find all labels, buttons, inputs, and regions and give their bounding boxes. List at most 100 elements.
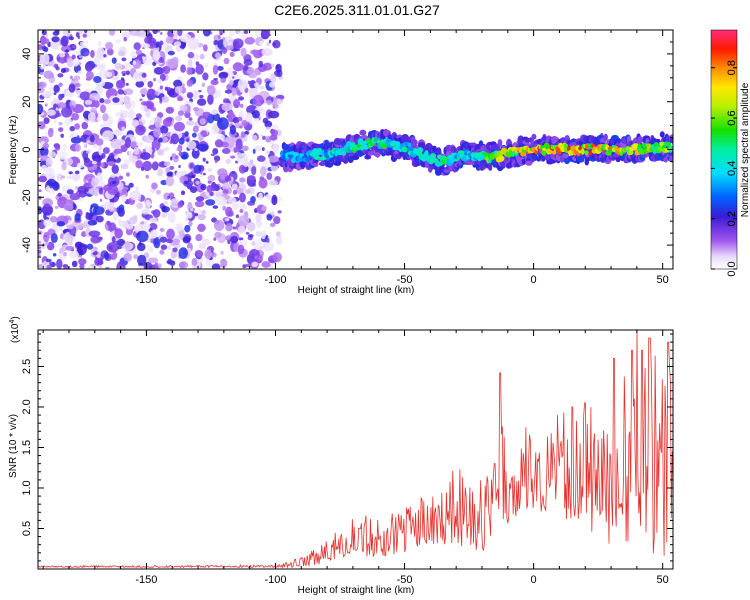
- noise-blob: [46, 264, 52, 269]
- noise-blob: [213, 237, 217, 241]
- noise-blob: [180, 190, 186, 196]
- colorbar-tick-label: 0.2: [726, 211, 738, 226]
- noise-blob: [258, 177, 268, 189]
- noise-blob: [188, 219, 193, 227]
- y-tick-label: 1.0: [21, 480, 33, 495]
- noise-blob: [141, 72, 147, 78]
- noise-blob: [49, 216, 58, 223]
- noise-blob: [261, 205, 267, 211]
- noise-blob: [265, 126, 271, 130]
- noise-blob: [268, 242, 274, 247]
- noise-blob: [43, 38, 50, 45]
- noise-blob: [68, 83, 76, 93]
- noise-blob: [117, 50, 126, 57]
- noise-blob: [180, 33, 192, 43]
- noise-blob: [269, 179, 279, 186]
- y-tick-label: -40: [21, 237, 33, 253]
- noise-blob: [60, 133, 64, 138]
- noise-blob: [38, 121, 46, 130]
- noise-blob: [270, 63, 275, 68]
- noise-blob: [99, 98, 105, 104]
- noise-blob: [87, 112, 96, 123]
- noise-blob: [135, 160, 144, 169]
- snr-content: [38, 330, 673, 569]
- signal-core: [313, 155, 321, 160]
- noise-blob: [239, 209, 244, 214]
- signal-halo: [401, 133, 410, 143]
- noise-blob: [53, 92, 57, 96]
- signal-halo: [359, 129, 367, 136]
- noise-blob: [212, 147, 219, 155]
- signal-core: [435, 160, 441, 168]
- noise-blob: [248, 234, 254, 238]
- noise-blob: [259, 85, 265, 90]
- noise-blob: [148, 88, 154, 95]
- noise-blob: [173, 41, 182, 48]
- noise-blob: [69, 193, 81, 201]
- noise-blob: [199, 118, 206, 125]
- noise-blob: [264, 120, 273, 128]
- noise-blob: [144, 108, 149, 113]
- noise-blob: [166, 228, 175, 240]
- noise-blob: [161, 210, 170, 218]
- noise-blob: [70, 131, 75, 137]
- colorbar-label: Normalized spectral amplitude: [740, 82, 750, 217]
- noise-blob: [89, 186, 100, 196]
- noise-blob: [153, 66, 164, 75]
- noise-blob: [239, 192, 246, 203]
- noise-blob: [245, 231, 250, 235]
- noise-blob: [66, 175, 73, 180]
- noise-blob: [114, 228, 123, 239]
- noise-blob: [111, 180, 117, 185]
- noise-blob: [52, 252, 57, 257]
- noise-blob: [200, 183, 207, 191]
- x-tick-label: -150: [135, 574, 157, 586]
- noise-blob: [66, 189, 74, 195]
- noise-blob: [118, 109, 130, 119]
- noise-blob: [55, 107, 59, 111]
- noise-blob: [62, 251, 68, 257]
- noise-blob: [214, 159, 218, 164]
- signal-core: [627, 150, 634, 156]
- noise-blob: [136, 230, 149, 243]
- noise-blob: [102, 147, 110, 154]
- noise-blob: [211, 123, 220, 135]
- noise-blob: [99, 198, 103, 202]
- snr-y-multiplier: (x104): [9, 316, 21, 343]
- noise-blob: [46, 241, 55, 251]
- noise-blob: [92, 206, 105, 215]
- noise-blob: [83, 244, 88, 249]
- noise-blob: [116, 261, 126, 269]
- noise-blob: [224, 89, 232, 94]
- noise-blob: [247, 221, 256, 232]
- noise-blob: [209, 191, 214, 197]
- noise-blob: [93, 76, 102, 84]
- noise-blob: [229, 124, 237, 135]
- signal-core: [438, 162, 444, 166]
- noise-blob: [41, 30, 47, 36]
- noise-blob: [159, 125, 169, 135]
- noise-blob: [225, 45, 235, 51]
- noise-blob: [191, 257, 198, 266]
- noise-blob: [261, 48, 273, 56]
- noise-blob: [77, 70, 82, 75]
- noise-blob: [101, 152, 106, 159]
- noise-blob: [161, 206, 170, 213]
- noise-blob: [53, 63, 59, 68]
- noise-blob: [167, 171, 173, 177]
- noise-blob: [251, 261, 259, 268]
- noise-blob: [42, 142, 50, 149]
- noise-blob: [148, 246, 154, 253]
- noise-blob: [241, 34, 247, 41]
- noise-blob: [198, 89, 202, 93]
- noise-blob: [74, 83, 81, 88]
- noise-blob: [241, 145, 249, 152]
- noise-blob: [47, 128, 54, 138]
- noise-blob: [221, 102, 233, 112]
- noise-blob: [91, 161, 98, 165]
- noise-blob: [239, 125, 243, 129]
- noise-blob: [243, 158, 249, 168]
- noise-blob: [191, 148, 200, 159]
- noise-blob: [227, 239, 231, 245]
